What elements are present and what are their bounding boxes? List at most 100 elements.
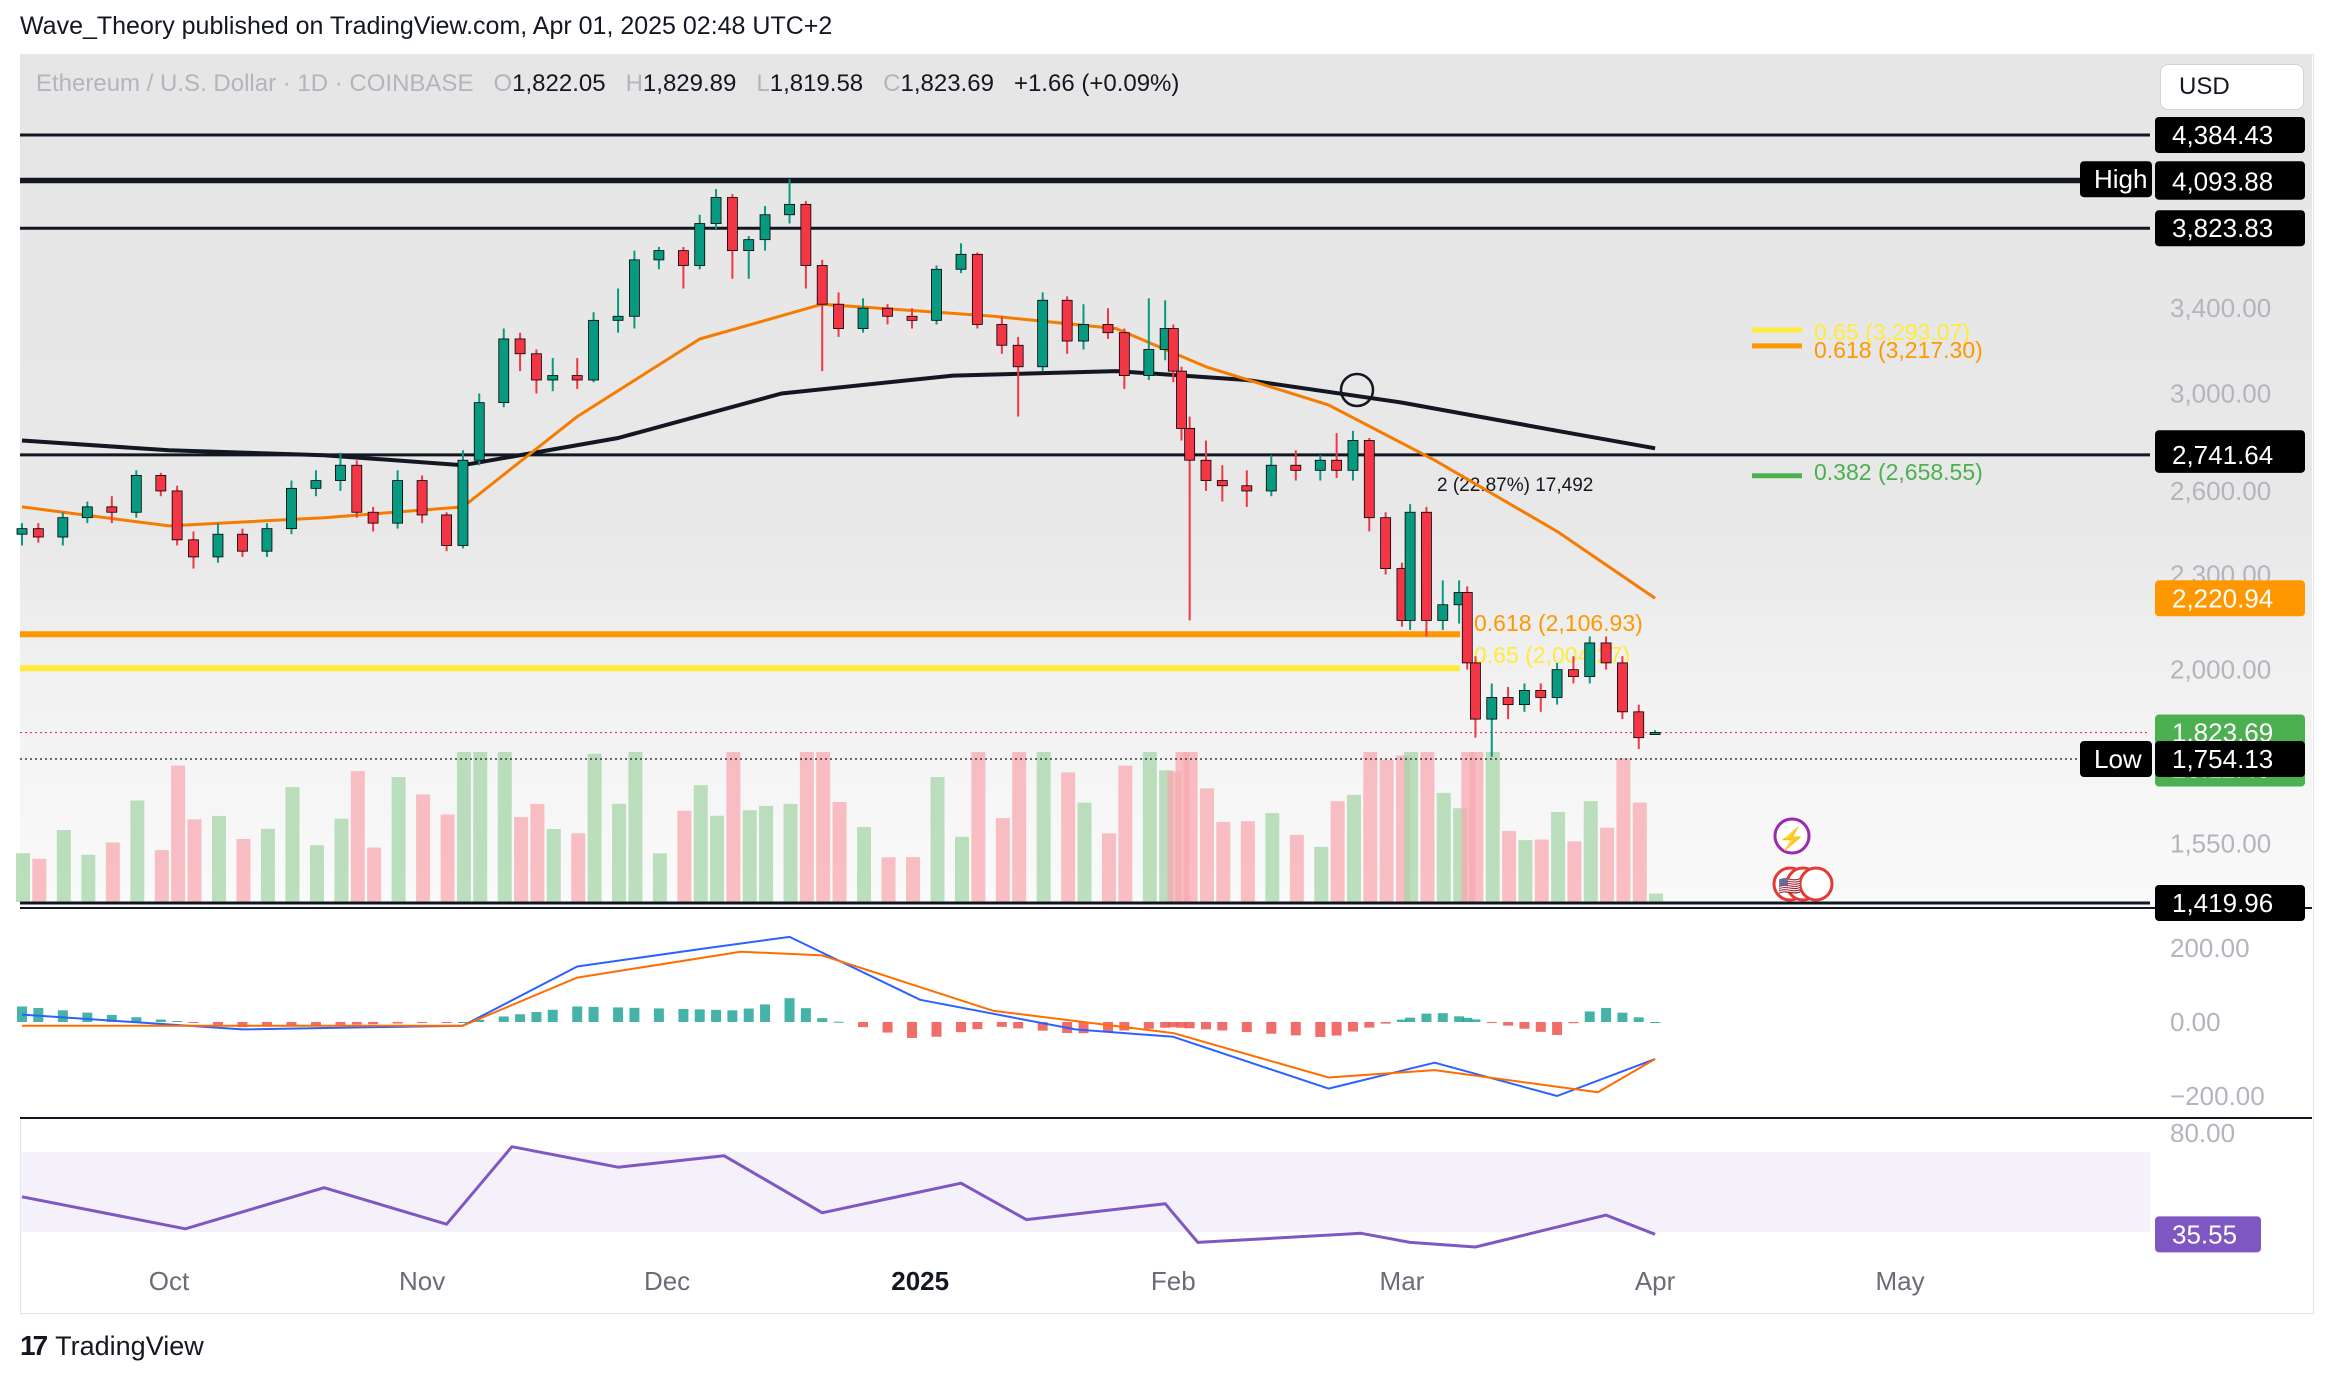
fib-0618-top-label: 0.618 (3,217.30) [1814, 337, 1983, 363]
macd-histogram-bar [155, 1019, 166, 1022]
macd-histogram-bar [572, 1006, 583, 1022]
volume-bar [1616, 758, 1631, 902]
price-badge [2155, 117, 2305, 153]
volume-bar [1632, 802, 1647, 902]
volume-bar [416, 794, 431, 902]
macd-histogram-bar [588, 1006, 599, 1022]
price-badge [2155, 163, 2305, 200]
macd-histogram-bar [1519, 1022, 1530, 1029]
candle-body [1331, 459, 1343, 471]
candle-body [971, 253, 983, 325]
volume-bar [1404, 752, 1419, 902]
macd-histogram-bar [1650, 1022, 1661, 1023]
candle-body [212, 533, 224, 558]
candle-body [1143, 349, 1155, 376]
macd-histogram-bar [694, 1009, 705, 1022]
candle-body [498, 338, 510, 404]
candle-body [351, 464, 363, 513]
volume-bar [154, 850, 169, 902]
volume-bar [1077, 802, 1092, 902]
brand-footer[interactable]: 17 TradingView [20, 1330, 204, 1362]
measure-label: 2 (22.87%) 17,492 [1437, 475, 1593, 496]
high-label: H [625, 70, 643, 97]
rsi-line [21, 1145, 1656, 1249]
tradingview-logo-icon: 17 [20, 1330, 48, 1361]
fib-0618-low-label: 0.618 (2,106.93) [1474, 610, 1643, 636]
candle-body [1600, 642, 1612, 664]
macd-histogram-bar [727, 1010, 738, 1022]
macd-histogram-bar [286, 1022, 297, 1027]
macd-histogram-bar [1176, 1022, 1187, 1028]
event-flash-icon [1773, 817, 1811, 855]
currency-button[interactable]: USD [2160, 64, 2304, 110]
volume-bar [1061, 772, 1076, 902]
price-badge-label: 4,093.88 [2172, 167, 2273, 197]
volume-bar [171, 765, 186, 902]
candle-body [1078, 324, 1089, 342]
macd-histogram-bar [1535, 1022, 1546, 1032]
candle-body [1363, 440, 1375, 519]
volume-bar [1379, 759, 1394, 902]
candle-body [816, 265, 828, 305]
macd-histogram-bar [1102, 1022, 1113, 1032]
candle-body [106, 506, 118, 513]
volume-bar [1240, 821, 1255, 902]
candle-body [1102, 324, 1114, 334]
macd-histogram-bar [833, 1021, 844, 1023]
volume-bar [1567, 841, 1582, 902]
macd-background [20, 910, 2140, 1116]
candle-body [32, 528, 44, 538]
candle-body [310, 480, 322, 489]
candle-body [1216, 480, 1228, 487]
macd-histogram-bar [1396, 1019, 1407, 1022]
macd-histogram-bar [1143, 1022, 1154, 1029]
macd-histogram-bar [1364, 1022, 1375, 1028]
volume-bar [906, 857, 921, 902]
price-badge-label: 4,384.43 [2172, 120, 2273, 150]
macd-histogram-bar [310, 1022, 321, 1026]
candle-body [1314, 459, 1326, 471]
volume-bar [1485, 752, 1500, 902]
volume-bar [677, 810, 692, 902]
price-badge-label: 3,823.83 [2172, 213, 2273, 243]
macd-histogram-bar [1160, 1022, 1171, 1028]
candle-body [1404, 511, 1416, 621]
candle-body [1568, 669, 1579, 677]
macd-histogram-bar [1347, 1022, 1358, 1032]
macd-histogram-bar [678, 1008, 689, 1022]
volume-bar [497, 752, 512, 902]
macd-histogram-bar [1168, 1022, 1179, 1028]
macd-histogram-bar [817, 1018, 828, 1022]
price-axis-label: 3,400.00 [2170, 293, 2271, 323]
candle-body [1265, 464, 1277, 492]
macd-histogram-bar [351, 1022, 362, 1025]
candle-body [1061, 299, 1073, 342]
volume-bar [260, 828, 275, 902]
candle-body [1461, 592, 1473, 664]
volume-bar [612, 803, 627, 902]
low-value: 1,819.58 [769, 70, 864, 97]
candle-body [677, 250, 689, 266]
volume-bar [1183, 752, 1198, 902]
candle-body [1184, 428, 1196, 461]
macd-histogram-bar [57, 1010, 68, 1022]
volume-bar [1142, 752, 1157, 902]
candle-body [1649, 732, 1661, 735]
candle-body [726, 197, 738, 252]
price-tag-badge [2080, 741, 2152, 778]
volume-bar [1346, 794, 1361, 902]
candle-body [81, 506, 93, 519]
macd-histogram-bar [1184, 1022, 1195, 1029]
candle-body [955, 253, 967, 270]
volume-bar [309, 845, 324, 902]
candle-body [416, 480, 428, 516]
macd-histogram-bar [1013, 1022, 1024, 1029]
macd-histogram-bar [931, 1022, 942, 1037]
time-axis-label: Mar [1380, 1266, 1425, 1296]
fib-0382-label: 0.382 (2,658.55) [1814, 459, 1983, 485]
time-axis-label: Feb [1151, 1266, 1196, 1296]
volume-bar [710, 815, 725, 902]
macd-histogram-bar [1037, 1022, 1048, 1031]
volume-bar [473, 752, 488, 902]
